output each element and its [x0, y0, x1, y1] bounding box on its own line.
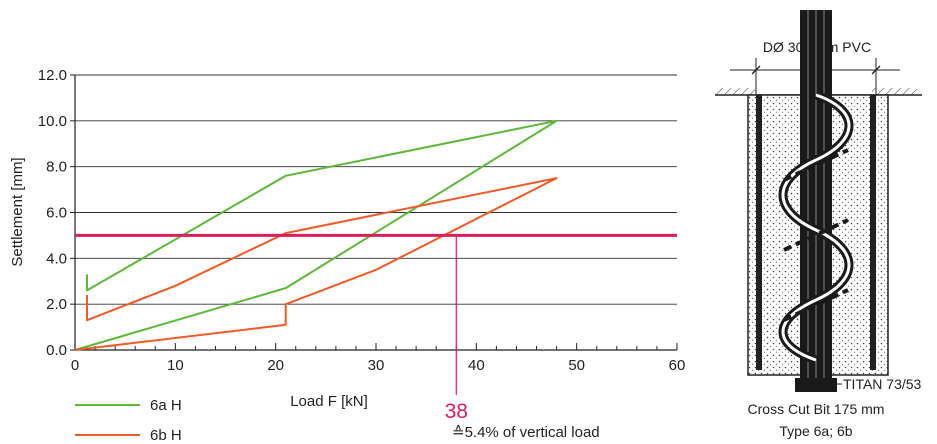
spiral-centralizer — [778, 90, 854, 365]
legend-label-6b: 6b H — [150, 427, 182, 444]
annotation-label: 38 — [445, 400, 468, 423]
legend-label-6a: 6a H — [150, 397, 182, 414]
reference-line — [75, 233, 677, 395]
settlement-chart: 0.0 2.0 4.0 6.0 8.0 10.0 12.0 0 10 20 30 40 50 60 Se… — [9, 67, 686, 444]
x-axis-label: Load F [kN] — [290, 393, 368, 410]
y-tick-label: 2.0 — [46, 296, 67, 313]
y-tick-label: 12.0 — [38, 67, 67, 84]
x-tick-labels: 0 10 20 30 40 50 60 — [71, 343, 686, 374]
note-text: ≙5.4% of vertical load — [452, 424, 600, 441]
x-tick-label: 10 — [167, 357, 184, 374]
anchor-bar — [800, 10, 832, 385]
legend: 6a H 6b H — [75, 397, 182, 444]
anchor-diagram: DØ 300 mm PVC TITAN 73/53 Cross Cut Bit … — [715, 10, 922, 439]
y-axis-label: Settlement [mm] — [9, 157, 26, 266]
series-line-6a — [74, 119, 558, 351]
pvc-casing-left — [756, 95, 762, 370]
y-tick-label: 4.0 — [46, 250, 67, 267]
drill-bit — [795, 378, 837, 392]
y-tick-label: 8.0 — [46, 159, 67, 176]
x-tick-label: 20 — [267, 357, 284, 374]
y-tick-labels: 0.0 2.0 4.0 6.0 8.0 10.0 12.0 — [38, 67, 75, 359]
titan-label: TITAN 73/53 — [843, 376, 922, 392]
type-label: Type 6a; 6b — [779, 423, 852, 439]
bit-label: Cross Cut Bit 175 mm — [748, 401, 885, 417]
x-tick-label: 0 — [71, 357, 79, 374]
y-tick-label: 6.0 — [46, 205, 67, 222]
x-tick-label: 40 — [468, 357, 485, 374]
y-tick-label: 0.0 — [46, 342, 67, 359]
x-tick-label: 60 — [669, 357, 686, 374]
pvc-casing-right — [870, 95, 876, 370]
series-lines — [74, 119, 558, 351]
x-tick-label: 50 — [568, 357, 585, 374]
series-line-6b — [74, 177, 558, 351]
x-tick-label: 30 — [368, 357, 385, 374]
y-tick-label: 10.0 — [38, 113, 67, 130]
grid-lines — [75, 74, 677, 305]
